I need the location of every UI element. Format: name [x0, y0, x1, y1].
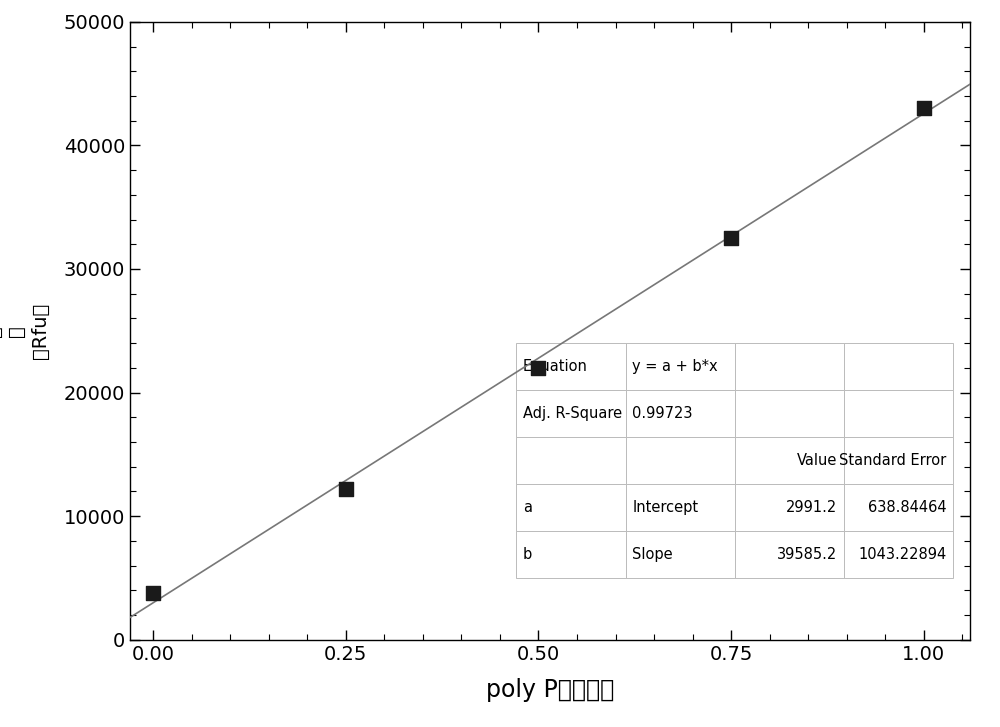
Point	[145, 587, 161, 598]
Y-axis label: 相对
荧
光
値
（Rfu）: 相对 荧 光 値 （Rfu）	[0, 302, 50, 359]
Point	[338, 483, 354, 495]
Point	[916, 103, 932, 114]
X-axis label: poly P相对浓度: poly P相对浓度	[486, 678, 614, 702]
Point	[530, 362, 546, 374]
Point	[723, 232, 739, 244]
